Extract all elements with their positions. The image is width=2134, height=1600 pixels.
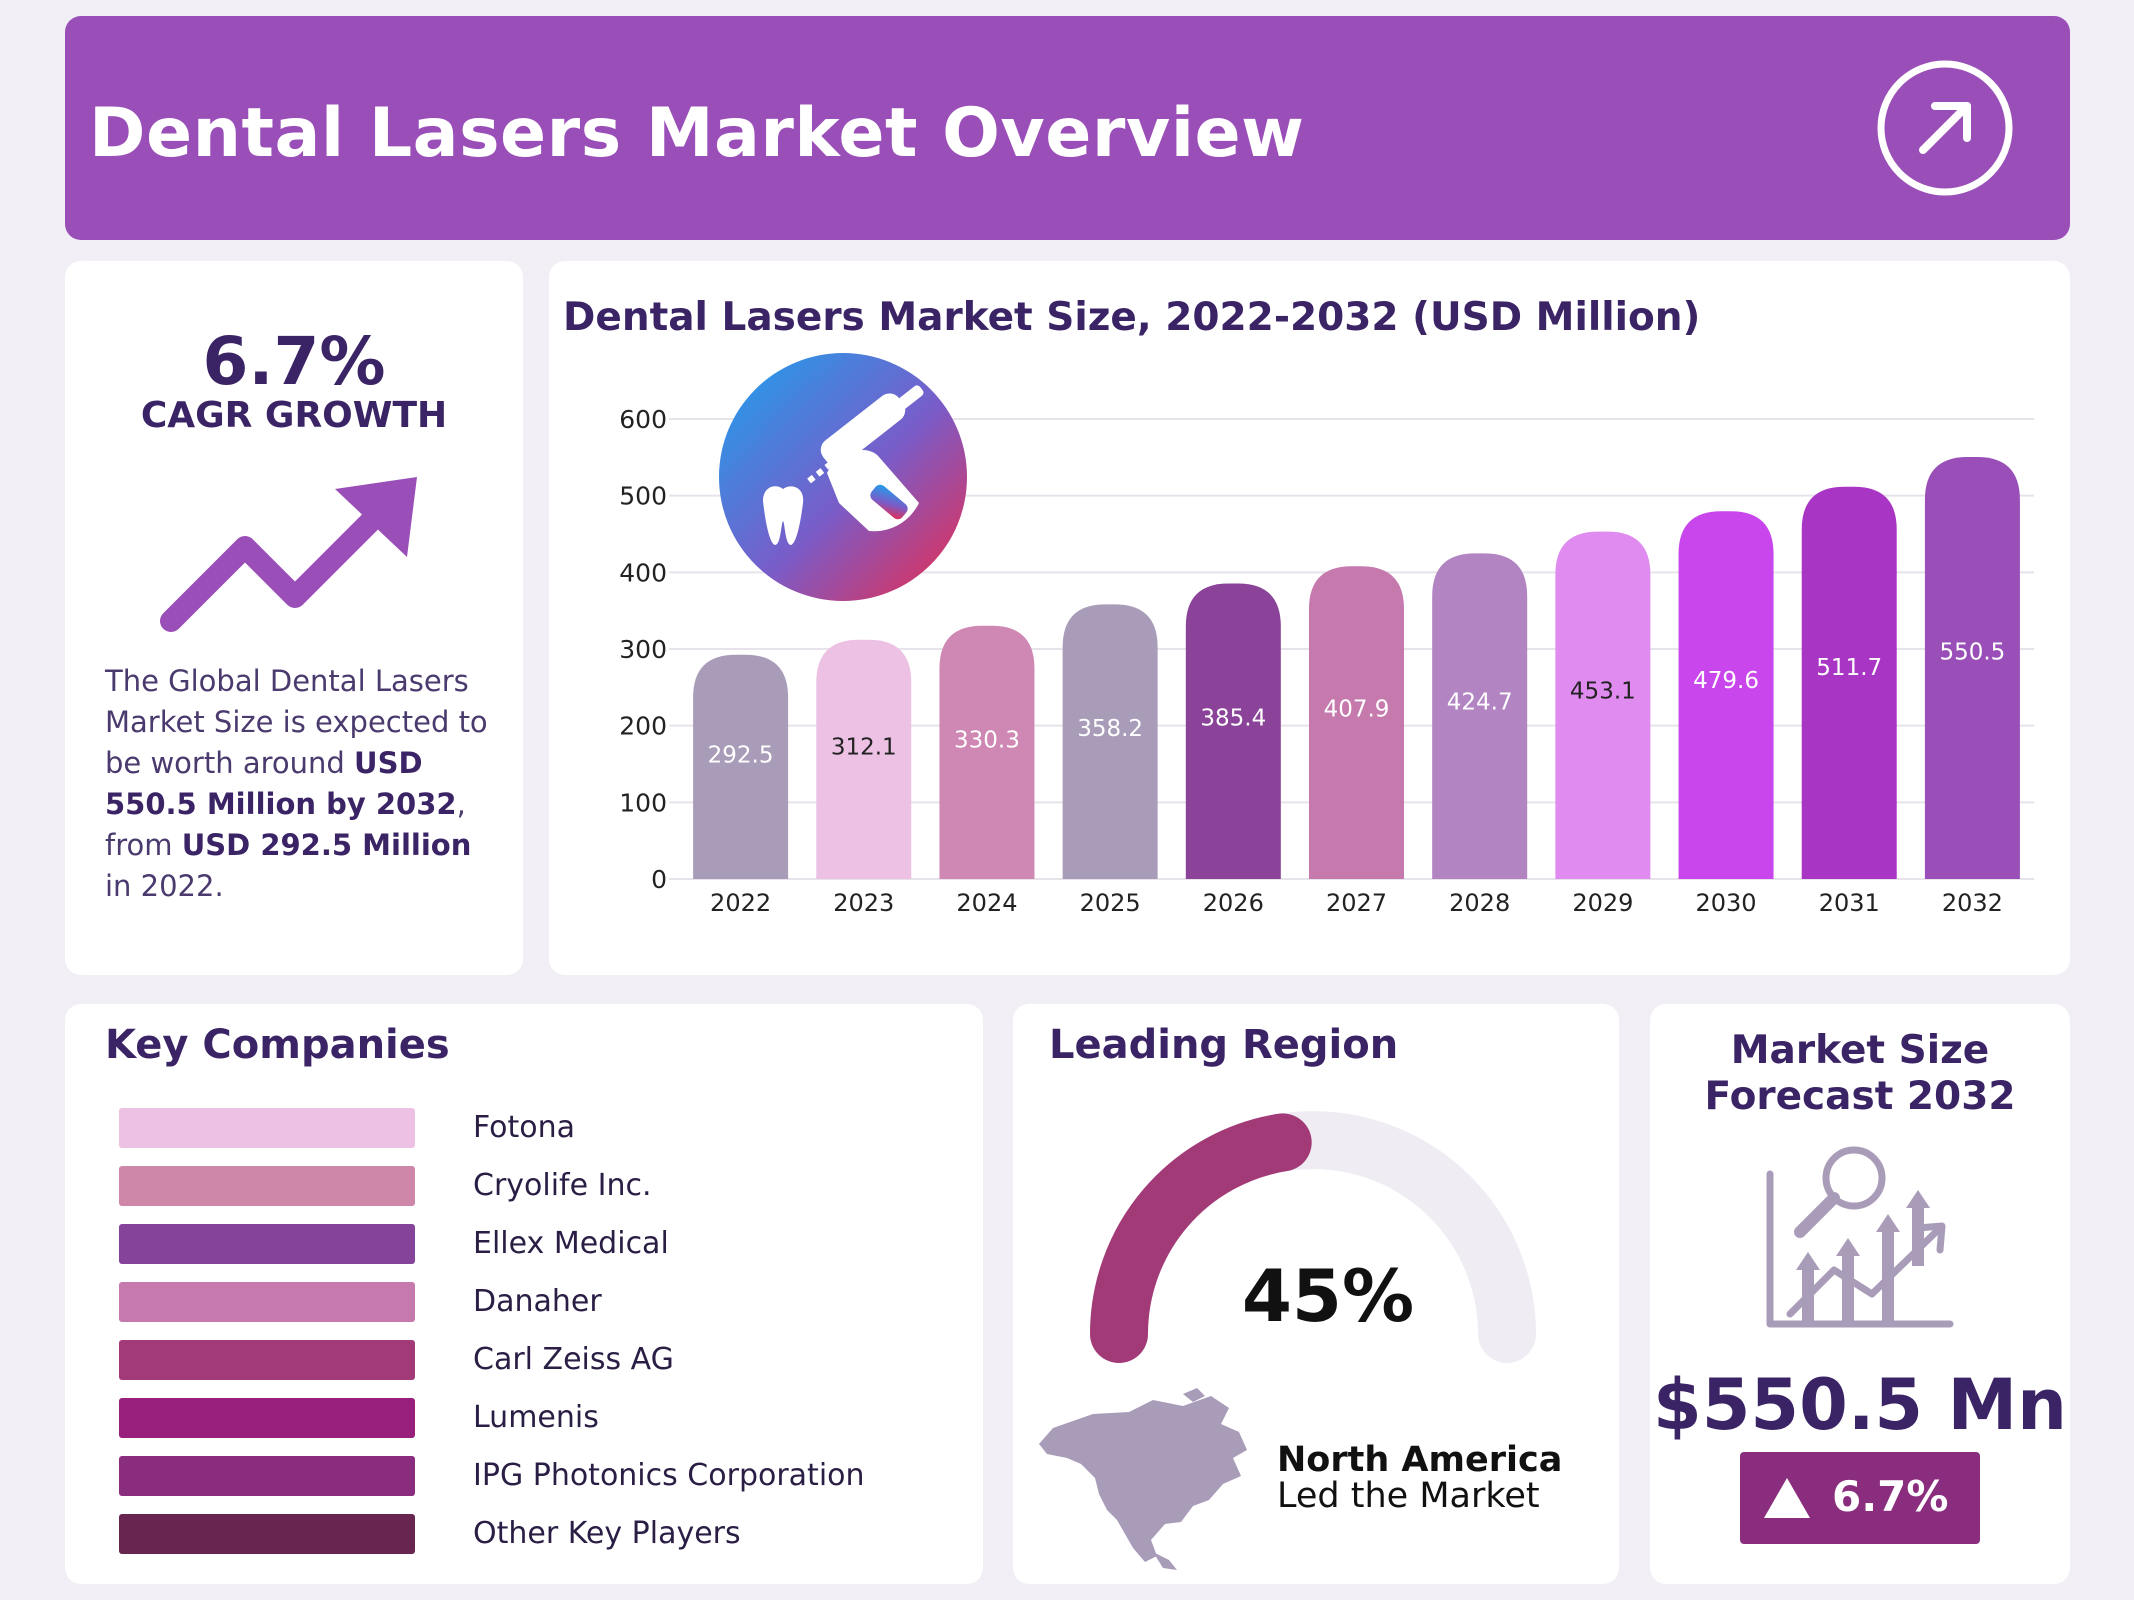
company-row: Carl Zeiss AG — [119, 1340, 939, 1380]
forecast-value: $550.5 Mn — [1653, 1364, 2067, 1446]
y-tick-label: 600 — [619, 405, 667, 434]
bar-value-label: 479.6 — [1693, 668, 1759, 694]
bar-2029 — [1555, 531, 1651, 879]
bar-value-label: 358.2 — [1077, 716, 1143, 742]
company-name: Danaher — [473, 1284, 602, 1319]
chart-title: Dental Lasers Market Size, 2022-2032 (US… — [563, 295, 1701, 340]
page-title: Dental Lasers Market Overview — [89, 94, 1305, 173]
bar-value-label: 511.7 — [1816, 655, 1882, 681]
arrow-up-right-icon[interactable] — [1875, 58, 2015, 198]
company-row: Other Key Players — [119, 1514, 939, 1554]
market-forecast-card: Market Size Forecast 2032 $550.5 Mn 6.7% — [1650, 1004, 2070, 1584]
company-swatch — [119, 1108, 415, 1148]
x-tick-label: 2022 — [710, 889, 771, 917]
company-swatch — [119, 1456, 415, 1496]
dental-laser-icon — [719, 353, 967, 601]
region-share-gauge — [1090, 1111, 1536, 1363]
x-tick-label: 2026 — [1203, 889, 1264, 917]
company-name: Cryolife Inc. — [473, 1168, 652, 1203]
bar-value-label: 312.1 — [831, 735, 897, 761]
leading-region-card: Leading Region 45% North America Led the… — [1013, 1004, 1619, 1584]
region-share-percent: 45% — [1241, 1254, 1415, 1338]
x-tick-label: 2028 — [1449, 889, 1510, 917]
bar-value-label: 385.4 — [1200, 705, 1266, 731]
company-row: Danaher — [119, 1282, 939, 1322]
region-name: North America — [1277, 1440, 1563, 1480]
bar-value-label: 292.5 — [708, 742, 774, 768]
bar-2027 — [1309, 566, 1404, 879]
bar-2032 — [1924, 456, 2020, 879]
y-tick-label: 300 — [619, 635, 667, 664]
company-row: Fotona — [119, 1108, 939, 1148]
leading-region-title: Leading Region — [1049, 1022, 1399, 1068]
bar-2026 — [1185, 583, 1281, 879]
x-tick-label: 2025 — [1080, 889, 1141, 917]
cagr-card: 6.7% CAGR GROWTH The Global Dental Laser… — [65, 261, 523, 975]
gauge-fill — [1090, 1113, 1312, 1363]
cagr-description: The Global Dental Lasers Market Size is … — [105, 664, 488, 903]
company-swatch — [119, 1224, 415, 1264]
y-tick-label: 500 — [619, 482, 667, 511]
company-swatch — [119, 1340, 415, 1380]
x-tick-label: 2024 — [956, 889, 1017, 917]
company-name: IPG Photonics Corporation — [473, 1458, 865, 1493]
analytics-chart-icon — [1766, 1146, 1954, 1328]
triangle-up-icon — [1764, 1478, 1810, 1518]
company-row: Cryolife Inc. — [119, 1166, 939, 1206]
company-name: Lumenis — [473, 1400, 599, 1435]
cagr-value: 6.7% — [202, 323, 386, 400]
x-tick-label: 2030 — [1696, 889, 1757, 917]
bar-value-label: 453.1 — [1570, 678, 1636, 704]
y-tick-label: 400 — [619, 558, 667, 587]
x-tick-label: 2032 — [1942, 889, 2003, 917]
company-swatch — [119, 1282, 415, 1322]
company-name: Other Key Players — [473, 1516, 741, 1551]
x-tick-label: 2027 — [1326, 889, 1387, 917]
x-tick-label: 2023 — [833, 889, 894, 917]
key-companies-card: Key Companies Fotona Cryolife Inc. Ellex… — [65, 1004, 983, 1584]
company-swatch — [119, 1398, 415, 1438]
y-tick-label: 0 — [651, 865, 667, 894]
x-tick-label: 2029 — [1572, 889, 1633, 917]
bar-value-label: 330.3 — [954, 727, 1020, 753]
chart-card: 0 100 200 300 400 500 600 292.5 2022 312.1 2023 33… — [549, 261, 2070, 975]
bar-2031 — [1801, 486, 1897, 879]
x-tick-label: 2031 — [1819, 889, 1880, 917]
growth-value: 6.7% — [1832, 1472, 1949, 1521]
forecast-title: Market Size Forecast 2032 — [1704, 1028, 2016, 1119]
company-swatch — [119, 1166, 415, 1206]
bar-2025 — [1062, 604, 1158, 879]
company-swatch — [119, 1514, 415, 1554]
bar-2023 — [816, 639, 912, 879]
company-row: Lumenis — [119, 1398, 939, 1438]
bar-2024 — [939, 625, 1035, 879]
bar-2028 — [1432, 553, 1528, 879]
header-banner: Dental Lasers Market Overview — [65, 16, 2070, 240]
bar-value-label: 424.7 — [1447, 690, 1513, 716]
trend-up-icon — [160, 477, 417, 632]
cagr-label: CAGR GROWTH — [140, 395, 448, 436]
bar-2022 — [693, 654, 789, 879]
region-caption: Led the Market — [1277, 1476, 1540, 1516]
market-size-bar-chart: 0 100 200 300 400 500 600 292.5 2022 312.1 2023 33… — [619, 405, 2034, 917]
key-companies-title: Key Companies — [105, 1022, 450, 1068]
y-tick-label: 200 — [619, 712, 667, 741]
company-name: Fotona — [473, 1110, 576, 1145]
company-name: Carl Zeiss AG — [473, 1342, 674, 1377]
bar-value-label: 550.5 — [1939, 640, 2005, 666]
company-name: Ellex Medical — [473, 1226, 669, 1261]
company-row: Ellex Medical — [119, 1224, 939, 1264]
bar-2030 — [1678, 511, 1774, 879]
north-america-map-icon — [1039, 1388, 1247, 1570]
company-row: IPG Photonics Corporation — [119, 1456, 939, 1496]
y-tick-label: 100 — [619, 788, 667, 817]
growth-badge: 6.7% — [1740, 1452, 1980, 1544]
bar-value-label: 407.9 — [1324, 696, 1390, 722]
